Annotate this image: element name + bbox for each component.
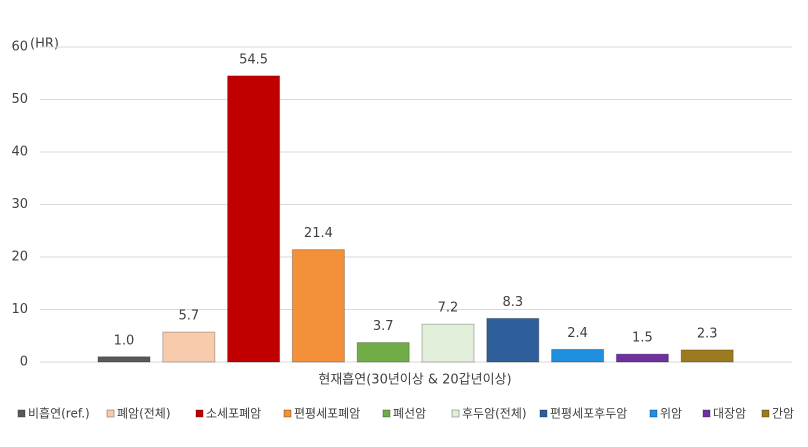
y-tick-label: 20 xyxy=(11,250,28,265)
bar xyxy=(356,342,410,363)
bar xyxy=(291,249,345,363)
bar xyxy=(551,348,605,363)
legend-marker xyxy=(382,409,391,418)
data-label: 1.5 xyxy=(632,331,653,346)
legend-label: 폐암(전체) xyxy=(117,407,171,421)
legend-marker xyxy=(761,409,770,418)
data-label: 5.7 xyxy=(178,309,199,324)
data-label: 1.0 xyxy=(114,333,135,348)
bar xyxy=(227,75,281,363)
data-label: 54.5 xyxy=(239,52,268,67)
legend-label: 대장암 xyxy=(713,407,746,421)
y-tick-label: 60 xyxy=(11,40,28,55)
legend-label: 비흡연(ref.) xyxy=(28,407,90,421)
legend-label: 간암 xyxy=(772,407,794,421)
data-label: 8.3 xyxy=(502,295,523,310)
x-tick-label: 현재흡연(30년이상 & 20갑년이상) xyxy=(318,373,511,388)
bar xyxy=(162,331,216,363)
y-tick-label: 10 xyxy=(11,302,28,317)
data-label: 2.3 xyxy=(697,326,718,341)
bar xyxy=(615,353,669,363)
data-label: 7.2 xyxy=(438,301,459,316)
bar xyxy=(97,356,151,363)
legend-label: 위암 xyxy=(660,407,682,421)
legend-label: 소세포폐암 xyxy=(206,407,261,421)
legend-label: 편평세포폐암 xyxy=(294,407,360,421)
bar xyxy=(421,323,475,363)
legend-marker xyxy=(283,409,292,418)
legend-label: 편평세포후두암 xyxy=(550,407,627,421)
y-tick-label: 40 xyxy=(11,145,28,160)
data-label: 21.4 xyxy=(304,226,333,241)
data-label: 2.4 xyxy=(567,326,588,341)
legend-marker xyxy=(451,409,460,418)
y-tick-label: 50 xyxy=(11,92,28,107)
legend-marker xyxy=(702,409,711,418)
legend-marker xyxy=(106,409,115,418)
legend-label: 후두암(전체) xyxy=(462,407,527,421)
data-label: 3.7 xyxy=(373,319,394,334)
bar xyxy=(680,349,734,363)
legend-marker xyxy=(649,409,658,418)
y-axis-unit: (HR) xyxy=(30,37,59,52)
y-tick-label: 30 xyxy=(11,197,28,212)
legend: 비흡연(ref.) 폐암(전체) 소세포폐암 편평세포폐암 폐선암 후두암(전체) 편평세포… xyxy=(17,407,794,421)
legend-marker xyxy=(539,409,548,418)
legend-marker xyxy=(195,409,204,418)
legend-marker xyxy=(17,409,26,418)
y-tick-label: 0 xyxy=(20,355,28,370)
bar xyxy=(486,317,540,363)
legend-label: 폐선암 xyxy=(393,407,426,421)
